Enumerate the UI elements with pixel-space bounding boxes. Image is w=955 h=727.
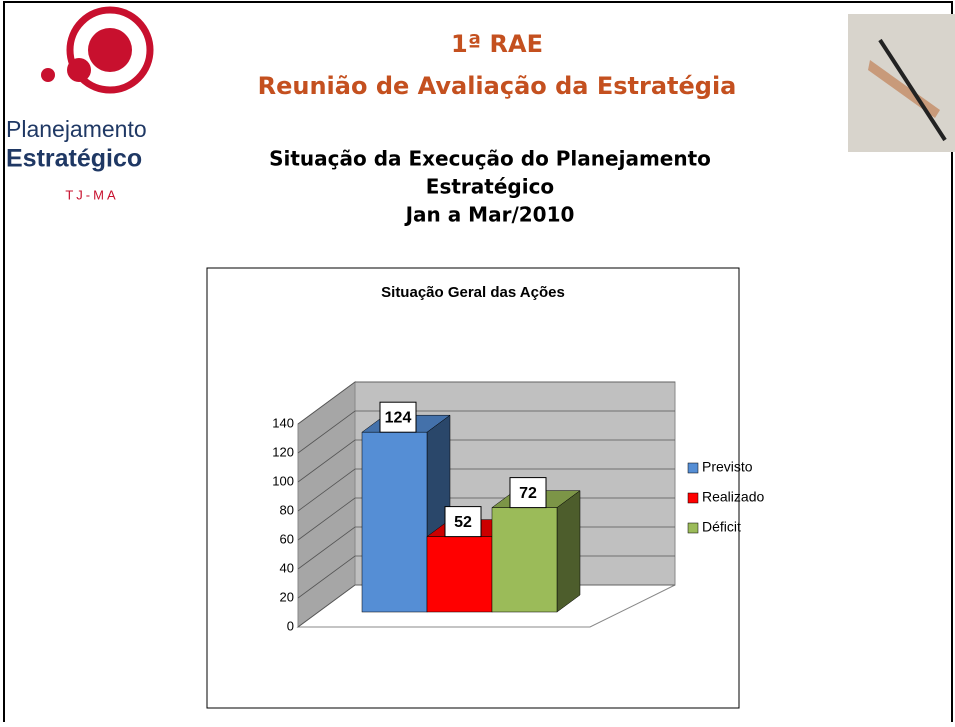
y-tick-label: 0 xyxy=(287,618,294,633)
data-label: 124 xyxy=(385,409,412,426)
y-tick-label: 140 xyxy=(272,415,294,430)
logo-dot xyxy=(41,68,55,82)
data-label: 72 xyxy=(519,485,537,502)
legend-swatch xyxy=(688,493,698,503)
y-tick-label: 40 xyxy=(280,560,294,575)
legend-label: Déficit xyxy=(702,519,741,535)
subtitle: Estratégico xyxy=(426,175,554,199)
logo-text: TJ-MA xyxy=(65,187,118,202)
y-tick-label: 60 xyxy=(280,531,294,546)
data-label: 52 xyxy=(454,514,472,531)
legend-label: Previsto xyxy=(702,459,753,475)
bar-front xyxy=(427,537,492,612)
bar-front xyxy=(492,508,557,612)
subtitle: Jan a Mar/2010 xyxy=(404,203,575,227)
y-tick-label: 20 xyxy=(280,589,294,604)
title: 1ª RAE xyxy=(451,30,543,58)
bar-side xyxy=(557,491,580,612)
bar-front xyxy=(362,432,427,612)
logo-text: Planejamento xyxy=(6,116,147,142)
logo-text: Estratégico xyxy=(6,145,142,173)
logo-dot xyxy=(88,28,132,72)
bar xyxy=(492,491,580,612)
y-tick-label: 100 xyxy=(272,473,294,488)
logo: Planejamento Estratégico TJ-MA xyxy=(6,10,150,202)
slide: Planejamento Estratégico TJ-MA 1ª RAE Re… xyxy=(0,0,955,722)
logo-dot xyxy=(67,58,91,82)
pen-image xyxy=(848,14,955,152)
subtitle: Situação da Execução do Planejamento xyxy=(269,147,711,171)
y-tick-label: 120 xyxy=(272,444,294,459)
legend-swatch xyxy=(688,523,698,533)
title: Reunião de Avaliação da Estratégia xyxy=(258,72,737,100)
legend-label: Realizado xyxy=(702,489,764,505)
y-tick-label: 80 xyxy=(280,502,294,517)
chart-title: Situação Geral das Ações xyxy=(381,284,565,301)
legend-swatch xyxy=(688,463,698,473)
